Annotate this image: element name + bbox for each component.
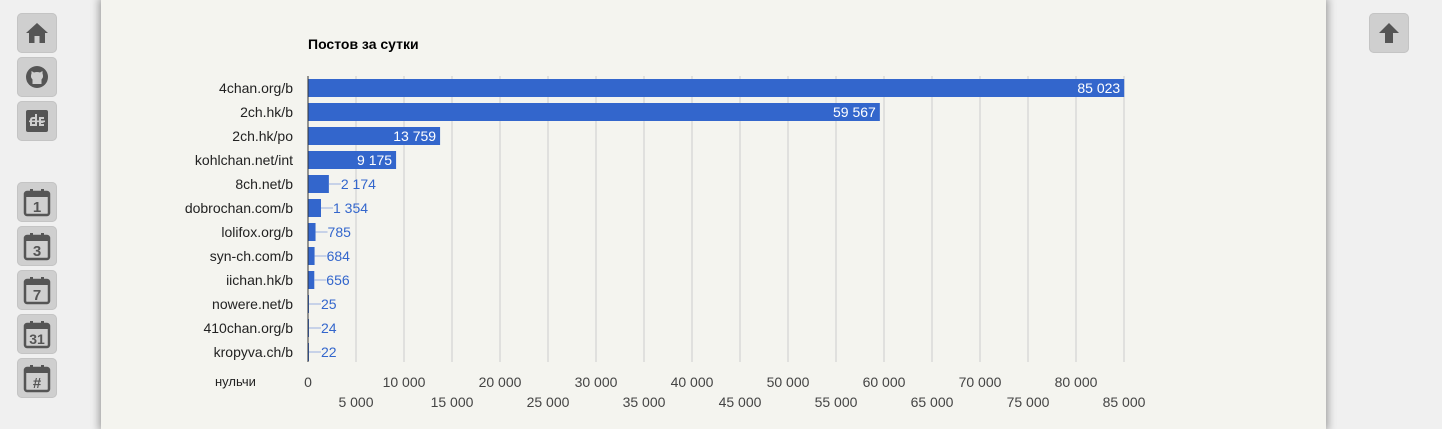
x-tick-label: 80 000 <box>1055 374 1098 390</box>
bar <box>308 79 1125 97</box>
calendar-7-icon: 7 <box>23 277 51 305</box>
x-axis-title: нульчи <box>215 374 256 389</box>
value-label: 24 <box>321 320 337 336</box>
bar <box>308 223 316 241</box>
home-icon <box>26 23 48 43</box>
category-label: 8ch.net/b <box>235 176 293 192</box>
value-label: 85 023 <box>1077 80 1120 96</box>
x-tick-label: 65 000 <box>911 394 954 410</box>
bar <box>308 151 397 169</box>
x-tick-label: 60 000 <box>863 374 906 390</box>
value-label: 2 174 <box>341 176 376 192</box>
x-tick-label: 70 000 <box>959 374 1002 390</box>
x-tick-label: 25 000 <box>527 394 570 410</box>
calendar-hash-label: # <box>33 375 42 392</box>
calendar-7-button[interactable]: 7 <box>17 270 57 310</box>
x-tick-label: 40 000 <box>671 374 714 390</box>
calendar-31-icon: 31 <box>23 321 51 349</box>
category-label: 2ch.hk/b <box>240 104 293 120</box>
x-tick-label: 30 000 <box>575 374 618 390</box>
calendar-3-label: 3 <box>33 243 41 260</box>
category-label: syn-ch.com/b <box>210 248 293 264</box>
bar <box>308 175 329 193</box>
value-label: 22 <box>321 344 337 360</box>
calendar-7-label: 7 <box>33 287 41 304</box>
value-label: 9 175 <box>357 152 392 168</box>
home-button[interactable] <box>17 13 57 53</box>
value-label: 25 <box>321 296 337 312</box>
category-label: 410chan.org/b <box>203 320 293 336</box>
calendar-3-icon: 3 <box>23 233 51 261</box>
x-tick-label: 15 000 <box>431 394 474 410</box>
x-tick-label: 0 <box>304 374 312 390</box>
github-icon <box>26 66 48 88</box>
dollchan-button[interactable] <box>17 101 57 141</box>
arrow-up-icon <box>1379 23 1399 43</box>
bar <box>308 247 315 265</box>
calendar-31-button[interactable]: 31 <box>17 314 57 354</box>
category-label: nowere.net/b <box>212 296 293 312</box>
x-tick-label: 50 000 <box>767 374 810 390</box>
chart: Постов за сутки 4chan.org/b 85 023 2ch.hk/b… <box>185 36 1146 410</box>
value-label: 656 <box>326 272 350 288</box>
calendar-1-icon: 1 <box>23 189 51 217</box>
scroll-top-button[interactable] <box>1369 13 1409 53</box>
chart-card: Постов за сутки 4chan.org/b 85 023 2ch.hk/b… <box>101 0 1326 429</box>
x-tick-label: 75 000 <box>1007 394 1050 410</box>
bar <box>308 103 880 121</box>
x-tick-label: 55 000 <box>815 394 858 410</box>
bar <box>308 271 315 289</box>
calendar-hash-button[interactable]: # <box>17 358 57 398</box>
value-label: 59 567 <box>833 104 876 120</box>
x-tick-label: 5 000 <box>338 394 373 410</box>
x-tick-label: 35 000 <box>623 394 666 410</box>
value-label: 13 759 <box>393 128 436 144</box>
calendar-hash-icon: # <box>23 365 51 393</box>
calendar-1-label: 1 <box>33 199 41 216</box>
category-label: kohlchan.net/int <box>195 152 293 168</box>
category-label: 2ch.hk/po <box>232 128 293 144</box>
dollchan-icon <box>26 110 48 132</box>
value-label: 785 <box>328 224 352 240</box>
calendar-1-button[interactable]: 1 <box>17 182 57 222</box>
x-tick-label: 10 000 <box>383 374 426 390</box>
calendar-3-button[interactable]: 3 <box>17 226 57 266</box>
x-tick-label: 45 000 <box>719 394 762 410</box>
value-label: 1 354 <box>333 200 368 216</box>
category-label: iichan.hk/b <box>226 272 293 288</box>
github-button[interactable] <box>17 57 57 97</box>
category-label: lolifox.org/b <box>221 224 293 240</box>
calendar-31-label: 31 <box>29 331 45 347</box>
x-tick-label: 20 000 <box>479 374 522 390</box>
category-label: 4chan.org/b <box>219 80 293 96</box>
value-label: 684 <box>327 248 351 264</box>
x-tick-label: 85 000 <box>1103 394 1146 410</box>
category-label: dobrochan.com/b <box>185 200 293 216</box>
category-label: kropyva.ch/b <box>214 344 294 360</box>
bar <box>308 127 441 145</box>
bar <box>308 199 321 217</box>
chart-title: Постов за сутки <box>308 36 419 52</box>
